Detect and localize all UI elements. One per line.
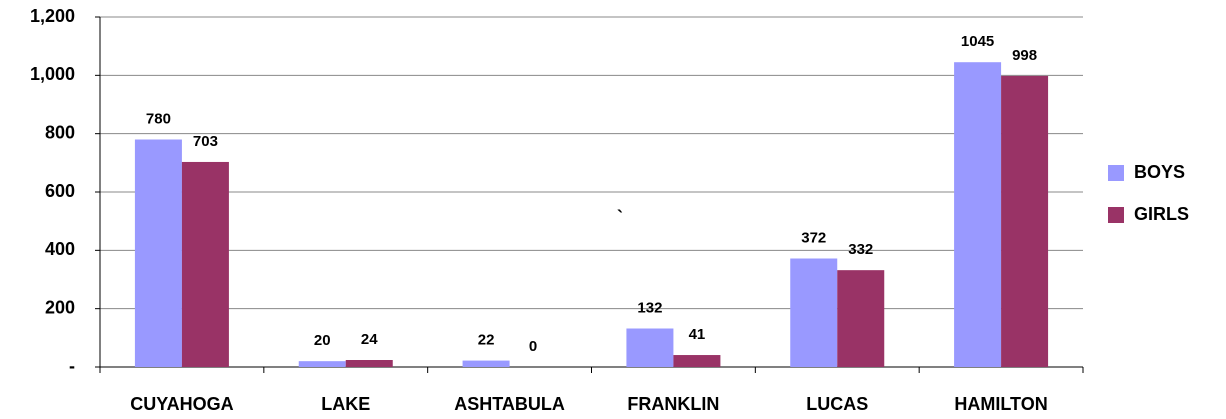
bar — [345, 360, 393, 367]
value-label: 20 — [314, 332, 331, 349]
x-tick-label: ASHTABULA — [454, 394, 565, 414]
bar — [298, 361, 346, 367]
bar — [1001, 75, 1049, 368]
y-tick-label: 1,200 — [30, 6, 75, 26]
value-label: 332 — [848, 241, 873, 258]
bar — [790, 258, 838, 367]
x-tick-label: FRANKLIN — [627, 394, 719, 414]
annotation: ` — [617, 207, 623, 227]
value-label: 1045 — [961, 33, 994, 50]
y-tick-label: - — [69, 356, 75, 376]
x-tick-label: LUCAS — [806, 394, 868, 414]
legend-label: BOYS — [1134, 162, 1185, 182]
legend-swatch — [1108, 207, 1124, 223]
bar — [134, 139, 182, 367]
y-tick-label: 200 — [45, 297, 75, 317]
value-label: 22 — [478, 332, 495, 349]
x-tick-label: HAMILTON — [954, 394, 1047, 414]
value-label: 132 — [637, 299, 662, 316]
bar — [673, 355, 721, 367]
y-tick-label: 600 — [45, 181, 75, 201]
legend-swatch — [1108, 165, 1124, 181]
value-label: 24 — [361, 331, 378, 348]
legend-label: GIRLS — [1134, 204, 1189, 224]
x-tick-label: LAKE — [321, 394, 370, 414]
x-tick-label: CUYAHOGA — [130, 394, 233, 414]
value-label: 372 — [801, 229, 826, 246]
value-label: 703 — [193, 133, 218, 150]
bar — [837, 270, 885, 367]
bar — [181, 161, 229, 367]
y-tick-label: 400 — [45, 239, 75, 259]
value-label: 41 — [689, 326, 706, 343]
value-label: 998 — [1012, 47, 1037, 64]
bar — [626, 328, 674, 367]
bar — [954, 62, 1002, 367]
value-label: 0 — [529, 338, 537, 355]
value-label: 780 — [146, 110, 171, 127]
y-tick-label: 1,000 — [30, 64, 75, 84]
bar — [462, 360, 510, 367]
y-tick-label: 800 — [45, 122, 75, 142]
